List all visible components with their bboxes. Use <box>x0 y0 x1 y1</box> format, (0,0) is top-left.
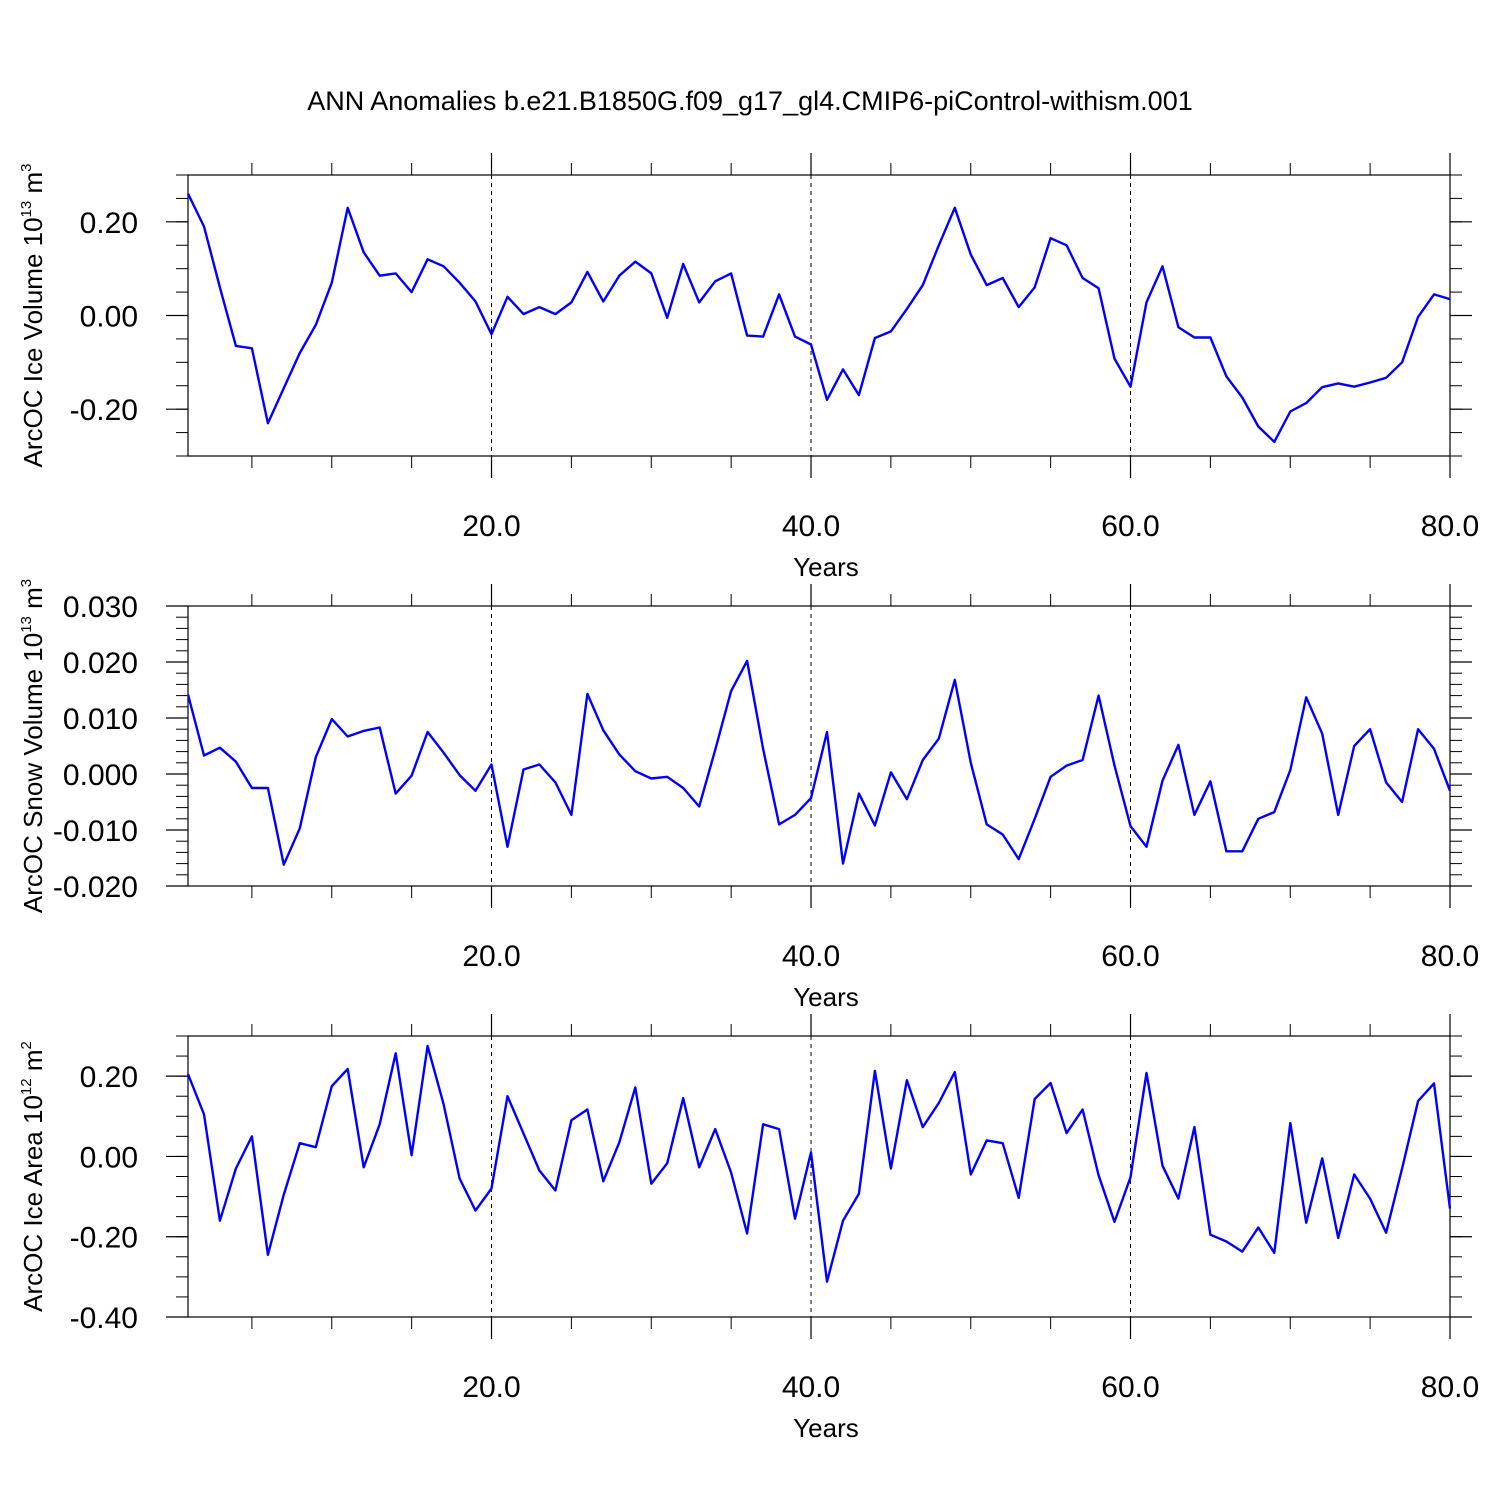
y-tick-label: 0.20 <box>80 1061 138 1094</box>
y-tick-label: -0.40 <box>70 1302 138 1335</box>
x-tick-label: 80.0 <box>1421 1371 1479 1404</box>
x-tick-label: 60.0 <box>1101 510 1159 543</box>
x-tick-label: 20.0 <box>462 510 520 543</box>
x-tick-label: 40.0 <box>782 940 840 973</box>
x-axis-label: Years <box>793 552 859 582</box>
y-tick-label: 0.020 <box>63 647 138 680</box>
series-line <box>186 659 1452 866</box>
chart-panel-3: 20.0 40.0 60.0 80.0 0.20 0.00 -0.20 -0.40 Years A… <box>18 1014 1479 1443</box>
y-axis-label: ArcOC Ice Area 1012 m2 <box>18 1041 48 1312</box>
x-tick-label: 60.0 <box>1101 940 1159 973</box>
x-axis-label: Years <box>793 1413 859 1443</box>
y-tick-label: 0.010 <box>63 703 138 736</box>
plot-frame <box>187 1035 1451 1318</box>
y-tick-label: 0.20 <box>80 207 138 240</box>
x-tick-label: 60.0 <box>1101 1371 1159 1404</box>
chart-panel-2: 20.0 40.0 60.0 80.0 0.030 0.020 0.010 0.000 -0.0… <box>18 579 1479 1012</box>
series-line <box>186 193 1451 444</box>
series-line <box>186 1044 1452 1283</box>
x-tick-label: 80.0 <box>1421 510 1479 543</box>
chart-title: ANN Anomalies b.e21.B1850G.f09_g17_gl4.C… <box>307 86 1192 116</box>
y-axis-label: ArcOC Snow Volume 1013 m3 <box>18 579 48 913</box>
x-axis-label: Years <box>793 982 859 1012</box>
x-tick-label: 20.0 <box>462 1371 520 1404</box>
y-tick-label: -0.010 <box>53 815 138 848</box>
y-tick-label: -0.20 <box>70 394 138 427</box>
y-tick-label: 0.00 <box>80 301 138 334</box>
y-tick-label: 0.030 <box>63 591 138 624</box>
y-axis-label: ArcOC Ice Volume 1013 m3 <box>18 164 48 468</box>
chart-panel-1: 20.0 40.0 60.0 80.0 0.20 0.00 -0.20 Years ArcOC … <box>18 153 1479 582</box>
y-tick-label: -0.020 <box>53 871 138 904</box>
plot-frame <box>187 174 1451 457</box>
y-tick-label: 0.000 <box>63 759 138 792</box>
x-tick-label: 40.0 <box>782 1371 840 1404</box>
x-tick-label: 80.0 <box>1421 940 1479 973</box>
x-tick-label: 40.0 <box>782 510 840 543</box>
x-tick-label: 20.0 <box>462 940 520 973</box>
plot-frame <box>187 605 1451 887</box>
y-tick-label: 0.00 <box>80 1141 138 1174</box>
y-tick-label: -0.20 <box>70 1222 138 1255</box>
